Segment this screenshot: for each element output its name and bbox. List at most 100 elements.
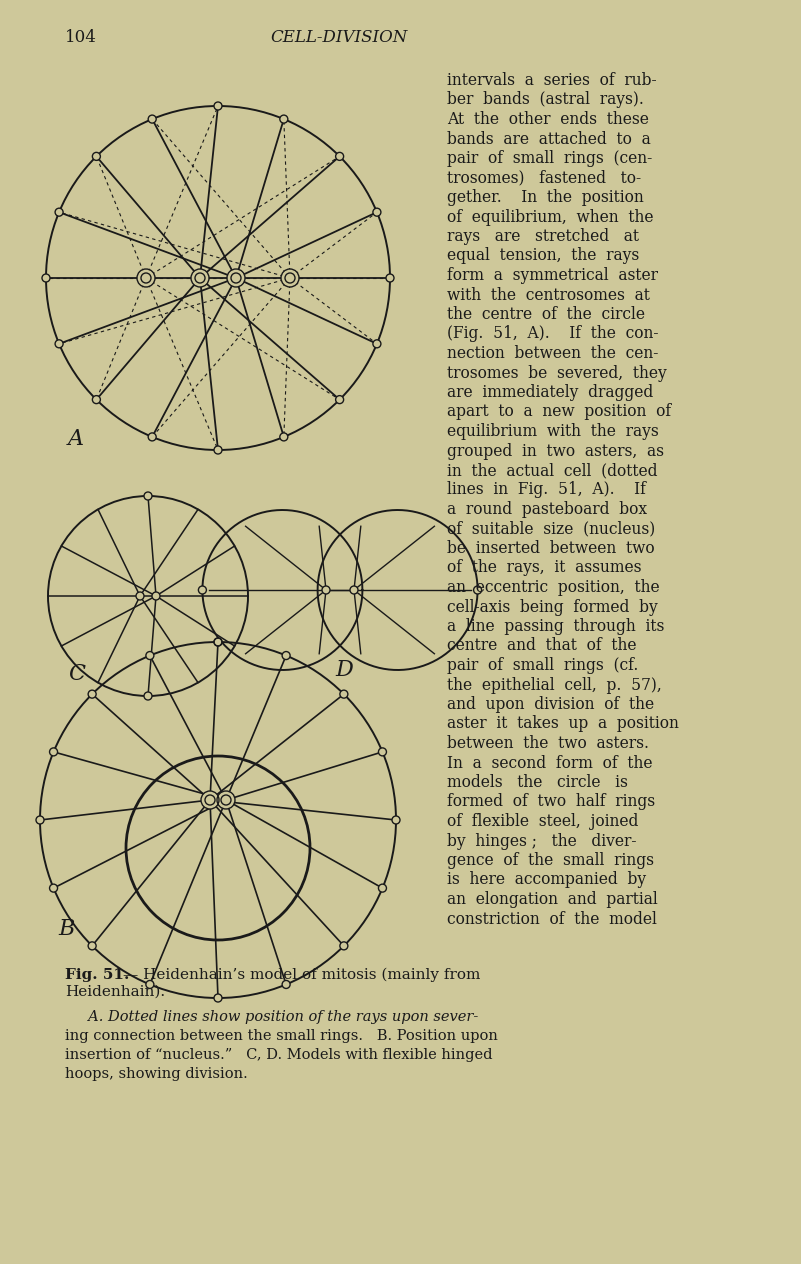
- Circle shape: [148, 115, 156, 123]
- Circle shape: [137, 269, 155, 287]
- Text: B: B: [58, 918, 74, 940]
- Text: ber  bands  (astral  rays).: ber bands (astral rays).: [447, 91, 644, 109]
- Text: (Fig.  51,  A).    If  the  con-: (Fig. 51, A). If the con-: [447, 326, 658, 343]
- Circle shape: [42, 274, 50, 282]
- Circle shape: [281, 269, 299, 287]
- Circle shape: [336, 396, 344, 403]
- Circle shape: [50, 748, 58, 756]
- Text: of  suitable  size  (nucleus): of suitable size (nucleus): [447, 521, 655, 537]
- Circle shape: [322, 586, 330, 594]
- Text: intervals  a  series  of  rub-: intervals a series of rub-: [447, 72, 657, 88]
- Circle shape: [144, 492, 152, 501]
- Text: equal  tension,  the  rays: equal tension, the rays: [447, 248, 639, 264]
- Text: bands  are  attached  to  a: bands are attached to a: [447, 130, 650, 148]
- Text: with  the  centrosomes  at: with the centrosomes at: [447, 287, 650, 303]
- Text: Fig. 51.: Fig. 51.: [65, 968, 130, 982]
- Text: rays   are   stretched   at: rays are stretched at: [447, 228, 639, 245]
- Text: trosomes  be  severed,  they: trosomes be severed, they: [447, 364, 666, 382]
- Circle shape: [55, 209, 63, 216]
- Circle shape: [152, 592, 160, 600]
- Circle shape: [282, 981, 290, 988]
- Circle shape: [146, 981, 154, 988]
- Circle shape: [214, 638, 222, 646]
- Text: a  line  passing  through  its: a line passing through its: [447, 618, 664, 635]
- Text: and  upon  division  of  the: and upon division of the: [447, 696, 654, 713]
- Text: an  elongation  and  partial: an elongation and partial: [447, 891, 658, 908]
- Text: apart  to  a  new  position  of: apart to a new position of: [447, 403, 671, 421]
- Circle shape: [214, 638, 222, 646]
- Circle shape: [148, 432, 156, 441]
- Text: aster  it  takes  up  a  position: aster it takes up a position: [447, 715, 679, 733]
- Circle shape: [88, 690, 96, 698]
- Circle shape: [373, 340, 381, 348]
- Circle shape: [199, 586, 207, 594]
- Circle shape: [92, 153, 100, 161]
- Text: gence  of  the  small  rings: gence of the small rings: [447, 852, 654, 870]
- Text: pair  of  small  rings  (cf.: pair of small rings (cf.: [447, 657, 638, 674]
- Text: cell-axis  being  formed  by: cell-axis being formed by: [447, 598, 658, 616]
- Circle shape: [378, 884, 386, 892]
- Text: A. Dotted lines show position of the rays upon sever-: A. Dotted lines show position of the ray…: [65, 1010, 478, 1025]
- Circle shape: [227, 269, 245, 287]
- Text: In  a  second  form  of  the: In a second form of the: [447, 755, 653, 771]
- Text: gether.    In  the  position: gether. In the position: [447, 190, 644, 206]
- Circle shape: [146, 651, 154, 660]
- Text: CELL-DIVISION: CELL-DIVISION: [270, 29, 407, 46]
- Text: grouped  in  two  asters,  as: grouped in two asters, as: [447, 442, 664, 460]
- Text: of  flexible  steel,  joined: of flexible steel, joined: [447, 813, 638, 830]
- Circle shape: [205, 795, 215, 805]
- Text: of  equilibrium,  when  the: of equilibrium, when the: [447, 209, 654, 225]
- Circle shape: [136, 592, 144, 600]
- Circle shape: [214, 102, 222, 110]
- Text: constriction  of  the  model: constriction of the model: [447, 910, 657, 928]
- Text: a  round  pasteboard  box: a round pasteboard box: [447, 501, 647, 518]
- Circle shape: [214, 446, 222, 454]
- Circle shape: [285, 273, 295, 283]
- Text: of  the  rays,  it  assumes: of the rays, it assumes: [447, 560, 642, 576]
- Circle shape: [92, 396, 100, 403]
- Circle shape: [55, 340, 63, 348]
- Text: the  centre  of  the  circle: the centre of the circle: [447, 306, 645, 324]
- Text: C: C: [68, 664, 85, 685]
- Text: nection  between  the  cen-: nection between the cen-: [447, 345, 658, 362]
- Text: insertion of “nucleus.”   C, D. Models with flexible hinged: insertion of “nucleus.” C, D. Models wit…: [65, 1048, 493, 1062]
- Text: D: D: [335, 659, 353, 681]
- Text: by  hinges ;   the   diver-: by hinges ; the diver-: [447, 833, 637, 849]
- Text: Heidenhain).: Heidenhain).: [65, 985, 165, 999]
- Circle shape: [141, 273, 151, 283]
- Circle shape: [373, 209, 381, 216]
- Text: be  inserted  between  two: be inserted between two: [447, 540, 654, 557]
- Text: 104: 104: [65, 29, 97, 46]
- Circle shape: [214, 994, 222, 1002]
- Circle shape: [36, 817, 44, 824]
- Circle shape: [221, 795, 231, 805]
- Text: trosomes)   fastened   to-: trosomes) fastened to-: [447, 169, 641, 187]
- Circle shape: [340, 942, 348, 949]
- Text: pair  of  small  rings  (cen-: pair of small rings (cen-: [447, 150, 652, 167]
- Text: A: A: [68, 428, 84, 450]
- Text: centre  and  that  of  the: centre and that of the: [447, 637, 637, 655]
- Text: formed  of  two  half  rings: formed of two half rings: [447, 794, 655, 810]
- Circle shape: [191, 269, 209, 287]
- Circle shape: [217, 791, 235, 809]
- Text: the  epithelial  cell,  p.  57),: the epithelial cell, p. 57),: [447, 676, 662, 694]
- Text: is  here  accompanied  by: is here accompanied by: [447, 871, 646, 889]
- Text: an  eccentric  position,  the: an eccentric position, the: [447, 579, 660, 597]
- Circle shape: [88, 942, 96, 949]
- Text: equilibrium  with  the  rays: equilibrium with the rays: [447, 423, 658, 440]
- Circle shape: [282, 651, 290, 660]
- Circle shape: [350, 586, 358, 594]
- Text: in  the  actual  cell  (dotted: in the actual cell (dotted: [447, 463, 658, 479]
- Circle shape: [392, 817, 400, 824]
- Text: — Heidenhain’s model of mitosis (mainly from: — Heidenhain’s model of mitosis (mainly …: [123, 968, 481, 982]
- Text: ing connection between the small rings.   B. Position upon: ing connection between the small rings. …: [65, 1029, 498, 1043]
- Text: lines  in  Fig.  51,  A).    If: lines in Fig. 51, A). If: [447, 482, 646, 498]
- Circle shape: [386, 274, 394, 282]
- Circle shape: [201, 791, 219, 809]
- Circle shape: [144, 691, 152, 700]
- Circle shape: [336, 153, 344, 161]
- Circle shape: [378, 748, 386, 756]
- Text: form  a  symmetrical  aster: form a symmetrical aster: [447, 267, 658, 284]
- Text: hoops, showing division.: hoops, showing division.: [65, 1067, 248, 1081]
- Circle shape: [280, 432, 288, 441]
